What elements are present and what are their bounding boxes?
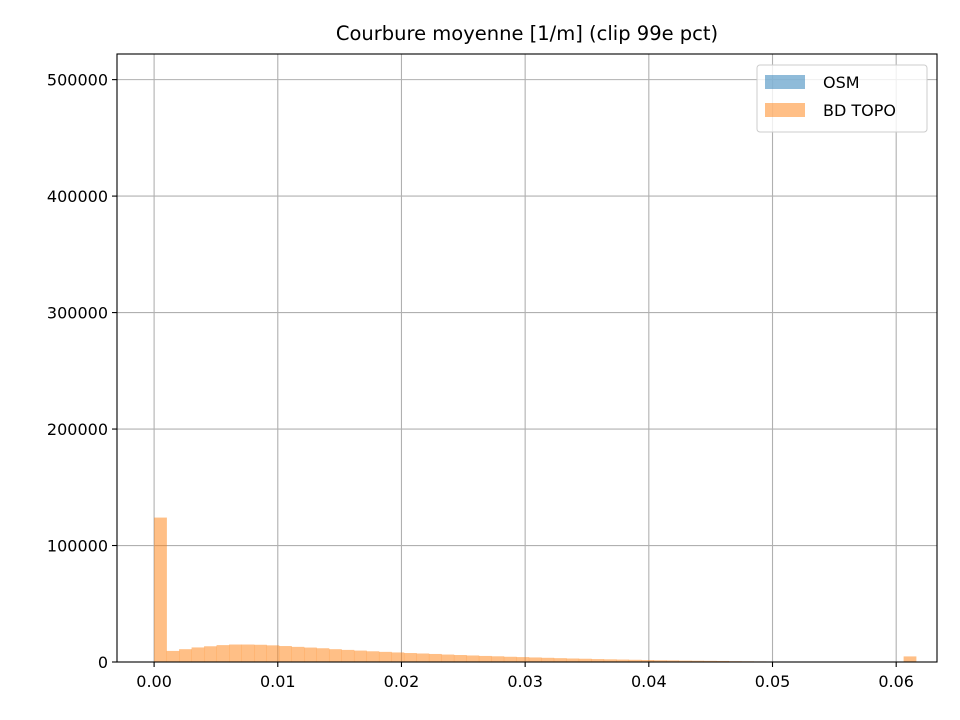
histogram-bar-bd-topo bbox=[266, 645, 280, 662]
histogram-bar-bd-topo bbox=[528, 657, 542, 662]
histogram-bar-bd-topo bbox=[316, 648, 330, 662]
y-tick-label: 100000 bbox=[47, 537, 108, 556]
histogram-bar-bd-topo bbox=[191, 647, 205, 662]
histogram-bar-bd-topo bbox=[304, 647, 317, 662]
x-tick-label: 0.04 bbox=[631, 672, 667, 691]
histogram-bar-bd-topo bbox=[653, 660, 667, 662]
histogram-bar-bd-topo bbox=[328, 649, 342, 662]
histogram-bar-bd-topo bbox=[478, 655, 492, 662]
histogram-bar-bd-topo bbox=[541, 657, 555, 662]
x-tick-label: 0.06 bbox=[878, 672, 914, 691]
histogram-bars bbox=[154, 517, 917, 662]
histogram-bar-bd-topo bbox=[166, 650, 180, 662]
histogram-bar-bd-topo bbox=[403, 653, 417, 662]
legend-label: BD TOPO bbox=[823, 101, 896, 120]
histogram-bar-bd-topo bbox=[154, 517, 167, 662]
histogram-bar-bd-topo bbox=[491, 656, 505, 662]
histogram-bar-bd-topo bbox=[516, 657, 530, 662]
histogram-bar-bd-topo bbox=[229, 644, 242, 662]
legend-label: OSM bbox=[823, 73, 860, 92]
histogram-bar-bd-topo bbox=[179, 649, 192, 662]
legend-swatch bbox=[765, 75, 805, 89]
x-tick-label: 0.00 bbox=[136, 672, 172, 691]
histogram-bar-bd-topo bbox=[691, 660, 705, 662]
histogram-bar-bd-topo bbox=[391, 652, 405, 662]
histogram-bar-bd-topo bbox=[291, 646, 305, 662]
histogram-bar-bd-topo bbox=[378, 651, 392, 662]
x-tick-label: 0.02 bbox=[384, 672, 420, 691]
y-tick-label: 400000 bbox=[47, 187, 108, 206]
histogram-bar-bd-topo bbox=[703, 660, 717, 662]
histogram-bar-bd-topo bbox=[279, 646, 292, 662]
histogram-bar-bd-topo bbox=[216, 645, 230, 662]
histogram-bar-bd-topo bbox=[204, 646, 217, 662]
histogram-bar-bd-topo bbox=[578, 658, 592, 662]
axis-ticks: 0.00 0.01 0.02 0.03 0.04 0.05 0.06 0 100000 20000… bbox=[47, 71, 914, 691]
histogram-bar-bd-topo bbox=[341, 649, 355, 662]
histogram-bar-bd-topo bbox=[553, 658, 567, 662]
chart-title: Courbure moyenne [1/m] (clip 99e pct) bbox=[336, 22, 718, 45]
legend-swatch bbox=[765, 103, 805, 117]
histogram-bar-bd-topo bbox=[616, 659, 630, 662]
histogram-bar-bd-topo bbox=[591, 659, 605, 662]
x-tick-label: 0.03 bbox=[507, 672, 543, 691]
histogram-bar-bd-topo bbox=[428, 653, 442, 662]
histogram-bar-bd-topo bbox=[441, 654, 455, 662]
histogram-bar-bd-topo bbox=[603, 659, 617, 662]
histogram-bar-bd-topo bbox=[353, 650, 367, 662]
y-tick-label: 500000 bbox=[47, 71, 108, 90]
histogram-bar-bd-topo bbox=[416, 653, 430, 662]
histogram-bar-bd-topo bbox=[666, 660, 680, 662]
histogram-bar-bd-topo bbox=[503, 656, 517, 662]
y-tick-label: 0 bbox=[98, 653, 108, 672]
histogram-bar-bd-topo bbox=[628, 659, 642, 662]
plot-frame bbox=[116, 53, 938, 663]
histogram-bar-bd-topo bbox=[453, 655, 467, 662]
histogram-bar-bd-topo bbox=[466, 655, 480, 662]
histogram-bar-bd-topo bbox=[641, 660, 655, 662]
histogram-bar-bd-topo bbox=[254, 644, 267, 662]
histogram-bar-bd-topo bbox=[566, 658, 580, 662]
histogram-bar-bd-topo bbox=[903, 656, 917, 662]
x-tick-label: 0.01 bbox=[260, 672, 296, 691]
histogram-bar-bd-topo bbox=[366, 651, 380, 662]
legend: OSM BD TOPO bbox=[756, 64, 928, 133]
grid-lines bbox=[117, 54, 937, 663]
histogram-bar-bd-topo bbox=[241, 644, 255, 662]
histogram-bar-bd-topo bbox=[678, 660, 692, 662]
y-tick-label: 200000 bbox=[47, 420, 108, 439]
y-tick-label: 300000 bbox=[47, 304, 108, 323]
x-tick-label: 0.05 bbox=[755, 672, 791, 691]
